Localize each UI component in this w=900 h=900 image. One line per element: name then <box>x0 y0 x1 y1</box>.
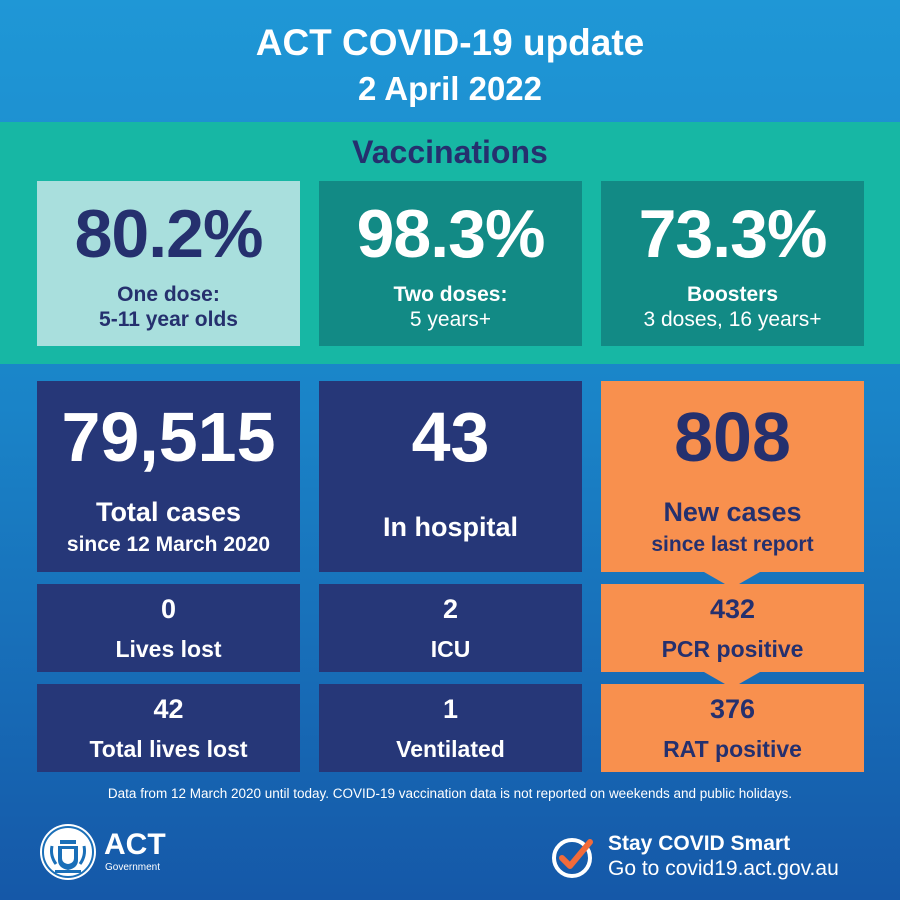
crest-icon <box>40 824 96 880</box>
total-cases-value: 79,515 <box>61 398 276 476</box>
act-government-logo: ACT Government <box>38 822 178 882</box>
rat-card: 376 RAT positive <box>601 684 864 772</box>
total-lives-lost-card: 42 Total lives lost <box>37 684 300 772</box>
hospital-card: 43 In hospital <box>319 381 582 572</box>
vaccination-card-one-dose: 80.2% One dose: 5-11 year olds <box>37 181 300 346</box>
lives-lost-label: Lives lost <box>115 636 222 662</box>
logo-subtext: Government <box>105 862 161 873</box>
icu-label: ICU <box>430 636 471 662</box>
stay-covid-smart: Stay COVID Smart Go to covid19.act.gov.a… <box>550 830 880 886</box>
total-lives-lost-value: 42 <box>153 694 184 724</box>
pcr-label: PCR positive <box>661 636 804 662</box>
hospital-value: 43 <box>411 398 490 476</box>
page-date: 2 April 2022 <box>357 70 543 107</box>
total-cases-sublabel: since 12 March 2020 <box>66 533 271 556</box>
stay-title: Stay COVID Smart <box>608 832 791 855</box>
pcr-card: 432 PCR positive <box>601 584 864 672</box>
vaccination-value: 80.2% <box>74 196 264 272</box>
vaccination-card-two-doses: 98.3% Two doses: 5 years+ <box>319 181 582 346</box>
vaccination-value: 98.3% <box>356 196 546 272</box>
total-cases-card: 79,515 Total cases since 12 March 2020 <box>37 381 300 572</box>
vaccination-sublabel: 3 doses, 16 years+ <box>643 308 822 331</box>
rat-label: RAT positive <box>663 736 802 762</box>
total-cases-label: Total cases <box>95 497 242 527</box>
vaccination-label: Two doses: <box>393 283 508 306</box>
new-cases-value: 808 <box>674 398 791 476</box>
vaccination-sublabel: 5-11 year olds <box>99 308 238 331</box>
new-cases-sublabel: since last report <box>651 533 814 556</box>
vaccination-sublabel: 5 years+ <box>409 308 492 331</box>
vaccination-label: Boosters <box>686 283 779 306</box>
logo-text: ACT <box>104 828 166 861</box>
ventilated-card: 1 Ventilated <box>319 684 582 772</box>
icu-value: 2 <box>442 594 459 624</box>
vaccinations-title: Vaccinations <box>352 134 548 170</box>
new-cases-card: 808 New cases since last report <box>601 381 864 572</box>
checkmark-icon <box>552 838 593 878</box>
ventilated-value: 1 <box>442 694 459 724</box>
vaccination-label: One dose: <box>117 283 220 306</box>
hospital-label: In hospital <box>383 512 518 542</box>
vaccination-value: 73.3% <box>638 196 828 272</box>
pcr-value: 432 <box>709 594 756 624</box>
icu-card: 2 ICU <box>319 584 582 672</box>
total-lives-lost-label: Total lives lost <box>89 736 248 762</box>
website-link[interactable]: Go to covid19.act.gov.au <box>608 857 839 880</box>
lives-lost-card: 0 Lives lost <box>37 584 300 672</box>
page-title: ACT COVID-19 update <box>255 22 645 63</box>
new-cases-label: New cases <box>663 497 802 527</box>
rat-value: 376 <box>709 694 756 724</box>
lives-lost-value: 0 <box>160 594 177 624</box>
header: ACT COVID-19 update 2 April 2022 <box>0 0 900 122</box>
ventilated-label: Ventilated <box>396 736 505 762</box>
vaccination-card-boosters: 73.3% Boosters 3 doses, 16 years+ <box>601 181 864 346</box>
footer-note: Data from 12 March 2020 until today. COV… <box>107 786 793 801</box>
